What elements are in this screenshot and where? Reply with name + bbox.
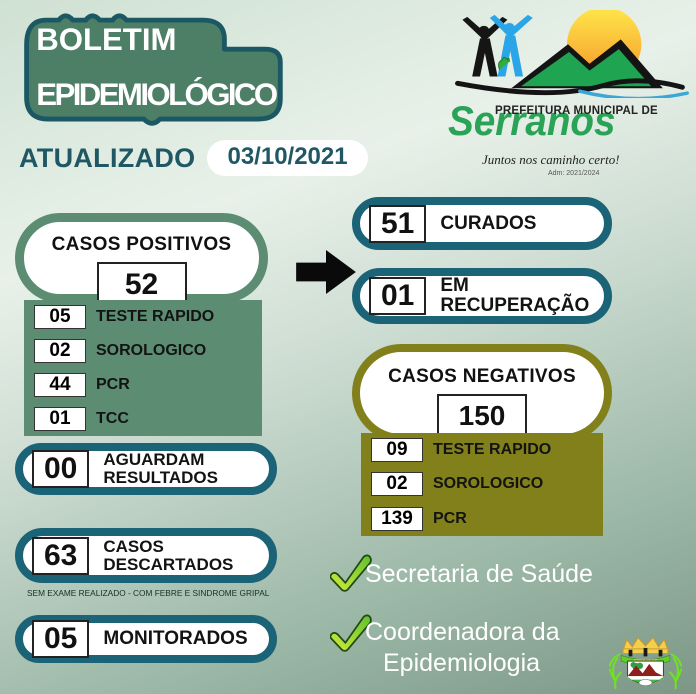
svg-text:EPIDEMIOLÓGICO: EPIDEMIOLÓGICO [36, 76, 278, 112]
svg-text:BOLETIM: BOLETIM [36, 22, 176, 57]
